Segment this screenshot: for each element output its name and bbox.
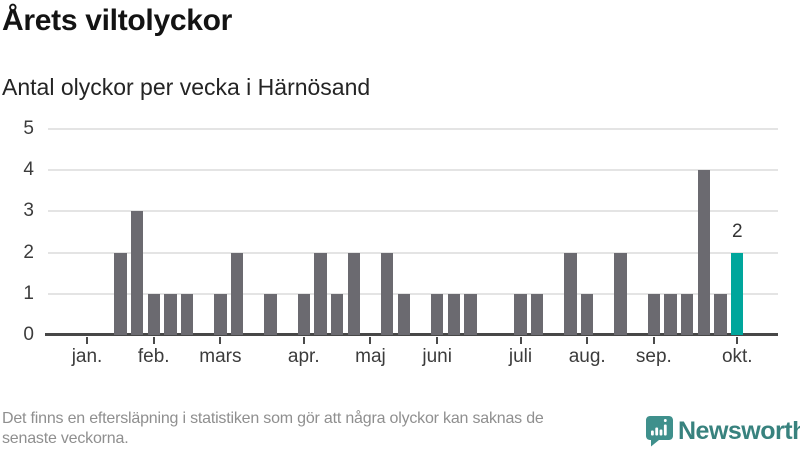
bar-week-37 (664, 293, 677, 335)
bar-week-20 (380, 252, 394, 335)
x-axis-tickmark (152, 337, 155, 344)
bar-week-36 (647, 293, 661, 335)
bar-week-17 (330, 293, 344, 335)
bar-week-15 (297, 293, 310, 335)
x-axis-tickmark (369, 337, 372, 344)
x-axis-month-label: okt. (721, 346, 753, 367)
page-title: Årets viltolyckor (2, 4, 232, 37)
footnote: Det finns en eftersläpning i statistiken… (2, 409, 632, 449)
gridline-y-2 (48, 251, 778, 254)
bar-week-31 (564, 252, 577, 335)
bar-week-11 (230, 252, 244, 335)
x-axis-tickmark (519, 337, 522, 344)
newsworthy-wordmark: Newsworthy (678, 417, 800, 445)
bar-week-5 (130, 211, 144, 335)
bar-week-32 (581, 293, 594, 335)
bar-week-18 (347, 252, 360, 335)
bar-week-39 (697, 170, 711, 335)
x-axis-month-label: juni (422, 346, 452, 367)
x-axis-month-label: apr. (287, 346, 320, 367)
bar-week-24 (447, 293, 461, 335)
bar-week-16 (314, 252, 327, 335)
x-axis-tickmark (736, 337, 739, 344)
x-axis-tickmark (219, 337, 222, 344)
bar-week-38 (681, 293, 694, 335)
bar-week-8 (180, 293, 194, 335)
bar-week-25 (464, 293, 477, 335)
bar-week-34 (614, 252, 627, 335)
x-axis-tickmark (302, 337, 305, 344)
bar-week-6 (147, 293, 160, 335)
x-axis-month-label: jan. (71, 346, 103, 367)
bar-week-40 (714, 293, 727, 335)
y-axis-tick-label: 4 (23, 159, 34, 181)
bar-week-4 (114, 252, 127, 335)
gridline-y-3 (48, 210, 778, 213)
bar-week-21 (397, 293, 410, 335)
y-axis-tick-label: 2 (23, 241, 34, 263)
bar-week-28 (514, 293, 527, 335)
bar-week-23 (430, 293, 444, 335)
chart-subtitle: Antal olyckor per vecka i Härnösand (2, 74, 371, 100)
x-axis-tickmark (436, 337, 439, 344)
x-axis-tickmark (652, 337, 655, 344)
bar-week-29 (530, 293, 544, 335)
gridline-y-1 (48, 292, 778, 295)
bar-week-13 (264, 293, 277, 335)
newsworthy-speech-bubble-bar-chart-icon (646, 416, 673, 447)
bar-week-41 (731, 252, 744, 335)
x-axis-month-label: juli (508, 346, 533, 367)
bar-value-label: 2 (731, 220, 743, 242)
x-axis-month-label: mars (199, 346, 242, 367)
y-axis-tick-label: 1 (23, 282, 34, 304)
newsworthy-logo: Newsworthy (646, 414, 800, 450)
x-axis-month-label: maj (355, 346, 386, 367)
x-axis-month-label: sep. (635, 346, 672, 367)
x-axis-line (45, 333, 778, 336)
y-axis-tick-label: 5 (23, 118, 34, 139)
y-axis-tick-label: 3 (23, 200, 34, 222)
bar-week-10 (214, 293, 227, 335)
gridline-y-5 (48, 128, 778, 130)
x-axis-tickmark (86, 337, 89, 344)
y-axis-tick-label: 0 (23, 324, 34, 345)
x-axis-tickmark (586, 337, 589, 344)
bar-week-7 (164, 293, 177, 335)
footnote-line: senaste veckorna. (2, 430, 129, 447)
footnote-line: Det finns en eftersläpning i statistiken… (2, 410, 544, 427)
gridline-y-4 (48, 169, 778, 172)
x-axis-month-label: aug. (568, 346, 606, 367)
x-axis-month-label: feb. (137, 346, 170, 367)
